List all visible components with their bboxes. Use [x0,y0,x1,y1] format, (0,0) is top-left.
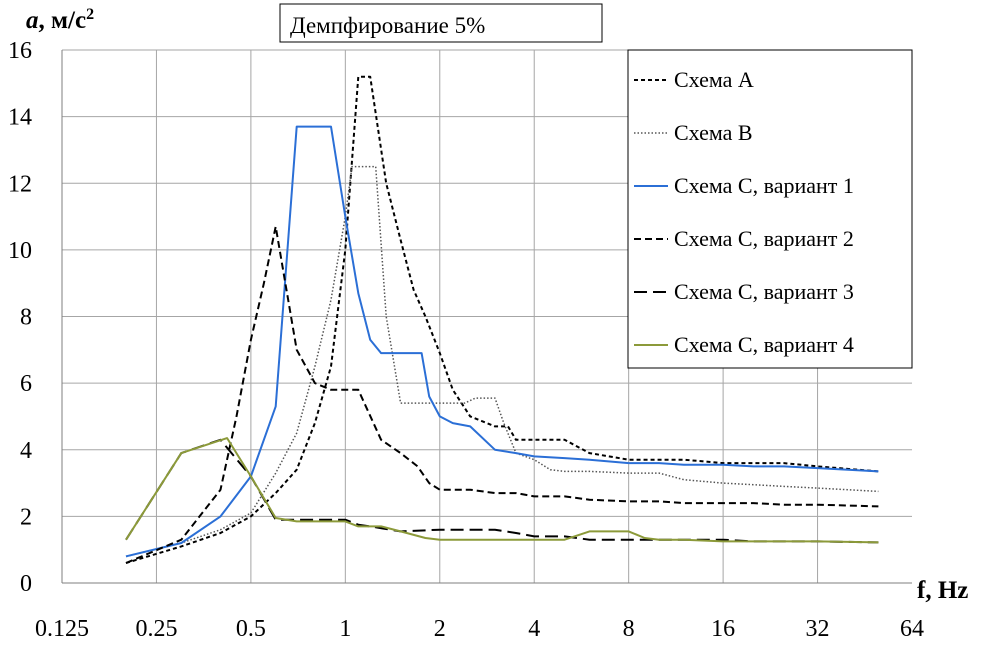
y-tick-label: 10 [8,238,32,264]
x-axis-title: f, Hz [917,577,968,604]
legend-label-1: Схема А [674,67,754,92]
x-tick-label: 4 [528,616,540,642]
x-tick-label: 0.125 [35,616,89,642]
legend-label-2: Схема В [674,120,753,145]
y-tick-label: 2 [20,504,32,530]
y-axis-title-units: , м/с [39,7,87,34]
series-line-4 [125,225,879,564]
series-line-1 [125,75,879,564]
series-layer [125,75,879,564]
y-axis-title-main: a [26,7,39,34]
y-tick-label: 14 [8,105,32,131]
x-tick-label: 8 [623,616,635,642]
y-axis-title: a, м/с2 [26,6,94,34]
legend-label-4: Схема С, вариант 2 [674,226,854,251]
x-tick-label: 16 [711,616,735,642]
x-tick-label: 0.25 [135,616,177,642]
y-tick-label: 16 [8,38,32,64]
y-tick-label: 12 [8,171,32,197]
series-line-2 [125,165,879,558]
svg-text:a, м/с2: a, м/с2 [26,6,94,34]
legend: Схема А Схема В Схема С, вариант 1 Схема С,… [627,49,913,369]
y-tick-label: 4 [20,438,32,464]
y-tick-label: 0 [20,571,32,597]
y-axis-title-exponent: 2 [86,6,94,23]
legend-label-3: Схема С, вариант 1 [674,173,854,198]
legend-label-5: Схема С, вариант 3 [674,279,854,304]
y-tick-label: 6 [20,371,32,397]
y-tick-label: 8 [20,305,32,331]
x-tick-label: 32 [806,616,830,642]
chart-title: Демпфирование 5% [290,13,485,38]
x-tick-label: 2 [434,616,446,642]
chart-title-box: Демпфирование 5% [279,3,603,43]
x-tick-label: 0.5 [236,616,266,642]
x-tick-label: 64 [900,616,924,642]
series-line-6 [125,437,879,544]
legend-label-6: Схема С, вариант 4 [674,332,854,357]
series-line-3 [125,125,879,558]
x-tick-label: 1 [339,616,351,642]
